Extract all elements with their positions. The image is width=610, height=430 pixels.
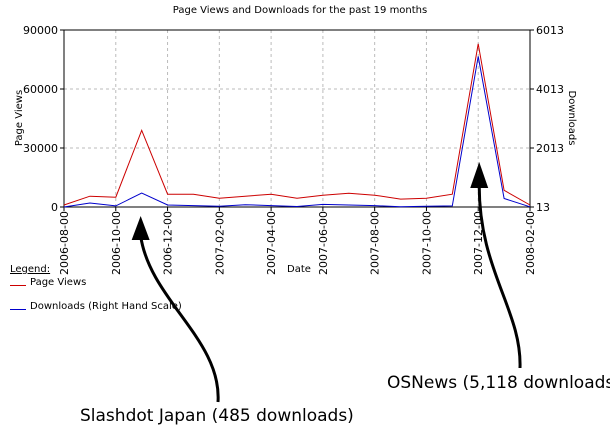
y2-tick-label: 6013 (536, 24, 564, 37)
x-axis-ticks: 2006-08-00 2006-10-00 2006-12-00 2007-02-00… (58, 207, 537, 275)
y-axis-ticks: 0 30000 60000 90000 (23, 24, 64, 214)
legend: Legend: Page Views Downloads (Right Hand… (10, 264, 182, 315)
y2-axis-ticks: 13 2013 4013 6013 (530, 24, 564, 214)
plot-frame (63, 29, 531, 208)
annotation-slashdot: Slashdot Japan (485 downloads) (80, 406, 354, 426)
x-tick-label: 2006-08-00 (58, 211, 71, 275)
legend-swatch-page-views (10, 285, 26, 286)
legend-swatch-downloads (10, 309, 26, 310)
series-line-downloads (63, 56, 531, 208)
legend-item-downloads: Downloads (Right Hand Scale) (10, 301, 182, 315)
series-line-page-views (63, 43, 531, 206)
x-tick-label: 2008-02-00 (524, 211, 537, 275)
x-tick-label: 2007-02-00 (213, 211, 226, 275)
arrow-head-slashdot (131, 216, 150, 240)
y2-axis-label: Downloads (566, 91, 577, 146)
x-tick-label: 2007-04-00 (265, 211, 278, 275)
x-tick-label: 2007-08-00 (369, 211, 382, 275)
y-tick-label: 30000 (23, 142, 58, 155)
legend-label-page-views: Page Views (30, 277, 87, 288)
x-axis-label: Date (287, 264, 311, 275)
arrow-shaft-osnews (477, 181, 522, 369)
y2-tick-label: 2013 (536, 142, 564, 155)
y2-tick-label: 13 (536, 201, 550, 214)
y-tick-label: 0 (51, 201, 58, 214)
arrow-head-osnews (470, 162, 489, 188)
legend-title: Legend: (10, 264, 51, 275)
x-tick-label: 2007-10-00 (420, 211, 433, 275)
arrow-shaft-slashdot (139, 235, 220, 403)
chart-title: Page Views and Downloads for the past 19… (173, 5, 427, 16)
annotation-arrows (131, 162, 522, 403)
x-tick-label: 2007-12-00 (472, 211, 485, 275)
y-tick-label: 60000 (23, 83, 58, 96)
x-tick-label: 2007-06-00 (317, 211, 330, 275)
legend-item-page-views: Page Views (10, 277, 86, 291)
grid (63, 29, 531, 208)
x-tick-label: 2006-10-00 (110, 211, 123, 275)
y2-tick-label: 4013 (536, 83, 564, 96)
y-tick-label: 90000 (23, 24, 58, 37)
series-lines (63, 43, 531, 208)
annotation-osnews: OSNews (5,118 downloads) (387, 373, 610, 393)
y-axis-label: Page Views (14, 90, 25, 146)
legend-label-downloads: Downloads (Right Hand Scale) (30, 301, 182, 312)
x-tick-label: 2006-12-00 (162, 211, 175, 275)
